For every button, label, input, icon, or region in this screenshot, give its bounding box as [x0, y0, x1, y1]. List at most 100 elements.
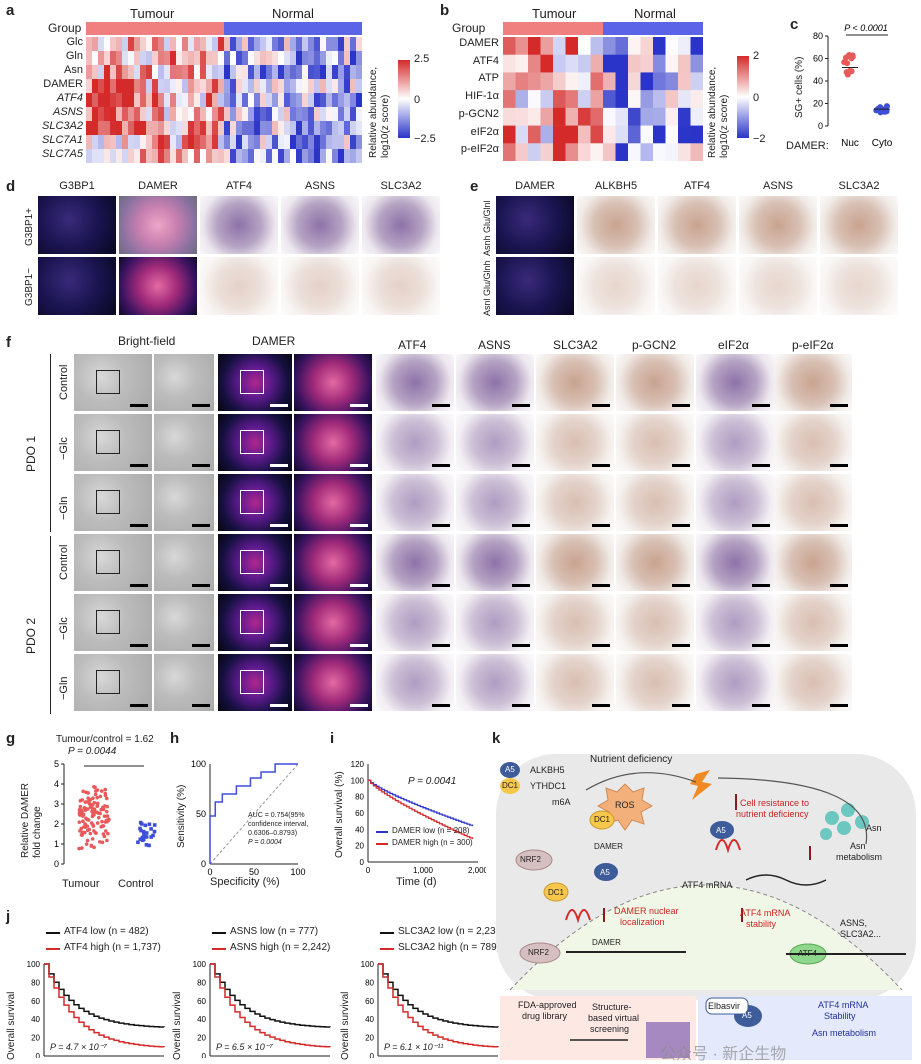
panel-f-image-tile — [456, 534, 534, 591]
k-dc1-badge-label: DC1 — [502, 781, 519, 790]
heatmap-b-cell — [590, 54, 604, 73]
heatmap-a-cell — [218, 93, 225, 108]
panel-f-image-tile — [696, 414, 774, 471]
heatmap-a-cell — [164, 79, 171, 94]
heatmap-a-cell — [98, 107, 105, 122]
group-bar-tumour-a — [86, 22, 224, 35]
colorbar-b-tick-high: 2 — [753, 50, 760, 62]
i-ytick-label: 20 — [355, 842, 364, 851]
g-dot-tumour — [90, 806, 95, 811]
heatmap-a-cell — [104, 79, 111, 94]
heatmap-a-cell — [236, 135, 243, 150]
panel-f-image-tile — [376, 474, 454, 531]
panel-f-image-tile — [536, 534, 614, 591]
heatmap-a-cell — [308, 65, 315, 80]
k-asns-slc: ASNS, — [840, 918, 868, 928]
j-legend-high: ATF4 high (n = 1,737) — [64, 942, 161, 953]
heatmap-b-cell — [678, 143, 691, 161]
g-dot-tumour — [92, 784, 96, 789]
panel-d-col-header: ATF4 — [225, 180, 253, 192]
heatmap-a-cell — [140, 51, 147, 66]
heatmap-a-cell — [242, 93, 249, 108]
heatmap-a-cell — [182, 79, 189, 94]
j-ytick-label: 0 — [36, 1052, 41, 1058]
g-dot-control — [149, 827, 153, 831]
heatmap-a-cell — [146, 135, 153, 150]
panel-e-col-header: ATF4 — [683, 180, 711, 192]
heatmap-b-cell — [553, 90, 566, 109]
panel-f-col-pgcn2: p-GCN2 — [632, 338, 677, 352]
heatmap-a-cell — [188, 93, 195, 108]
g-dot-control — [139, 822, 144, 826]
heatmap-a-cell — [158, 37, 165, 52]
heatmap-a-cell — [344, 121, 351, 136]
heatmap-a-cell — [86, 121, 93, 136]
scale-bar — [830, 704, 848, 707]
heatmap-a-cell — [188, 65, 195, 80]
heatmap-a-cell — [122, 79, 129, 94]
heatmap-a-cell — [98, 37, 105, 52]
panel-f-col-eif2a: eIF2α — [718, 338, 749, 352]
panel-label-i: i — [330, 730, 335, 747]
panel-i-pvalue: P = 0.0041 — [408, 776, 457, 787]
heatmap-a-cell — [356, 79, 362, 94]
g-dot-tumour — [84, 816, 88, 821]
heatmap-b-cell — [565, 37, 579, 56]
heatmap-b-cell — [528, 125, 541, 144]
scale-bar — [592, 404, 610, 407]
panel-e-img-damer-2 — [496, 257, 574, 315]
g-dot-tumour — [87, 799, 91, 804]
scale-bar — [512, 404, 530, 407]
heatmap-a-cell — [236, 149, 243, 163]
panel-f-inset-box — [240, 550, 264, 574]
k-m6a: m6A — [552, 797, 571, 807]
scale-bar — [830, 404, 848, 407]
heatmap-a-cell — [314, 79, 321, 94]
heatmap-a-cell — [302, 65, 309, 80]
panel-f-image-tile — [294, 354, 372, 411]
h-xtick-label: 50 — [249, 867, 259, 876]
heatmap-a-cell — [224, 121, 231, 136]
heatmap-b-cell — [678, 90, 691, 109]
heatmap-a-cell — [116, 93, 123, 108]
g-dot-tumour — [79, 826, 84, 831]
heatmap-a-cell — [164, 37, 171, 52]
k-elbasvir: Elbasvir — [708, 1001, 741, 1011]
heatmap-b-row-label: ATP — [478, 72, 499, 85]
heatmap-b-cell — [503, 90, 516, 109]
g-ytick-label: 3 — [54, 799, 59, 809]
heatmap-b-cell — [628, 107, 641, 126]
heatmap-b-cell — [603, 143, 616, 161]
heatmap-a-cell — [272, 93, 279, 108]
heatmap-a-cell — [86, 135, 93, 150]
heatmap-a-cell — [98, 51, 105, 66]
panel-g-plot: 0 1 2 3 4 5 — [54, 759, 157, 869]
heatmap-a-cell — [344, 107, 351, 122]
heatmap-a-cell — [350, 93, 357, 108]
heatmap-b-cell — [528, 90, 541, 109]
panel-f-image-tile — [376, 654, 454, 711]
heatmap-a-cell — [350, 79, 357, 94]
heatmap-b-cell — [665, 90, 679, 109]
g-dot-tumour — [86, 791, 90, 795]
heatmap-a-cell — [134, 37, 141, 52]
heatmap-a-cell — [284, 37, 291, 52]
panel-f-image-tile — [616, 474, 694, 531]
heatmap-a-cell — [122, 121, 129, 136]
heatmap-a-cell — [86, 37, 93, 52]
g-dot-tumour — [95, 821, 100, 825]
heatmap-a-cell — [140, 135, 147, 150]
panel-f-image-tile — [456, 414, 534, 471]
panel-f-image-tile — [456, 474, 534, 531]
panel-label-h: h — [170, 730, 180, 747]
heatmap-a-cell — [314, 51, 321, 66]
heatmap-a-cell — [326, 121, 333, 136]
heatmap-a-cell — [266, 65, 273, 80]
panel-f-bracket-2 — [50, 536, 51, 714]
h-ytick-label: 100 — [191, 759, 206, 769]
heatmap-a-cell — [248, 51, 255, 66]
g-dot-tumour — [105, 819, 109, 824]
panel-f-image-tile — [376, 534, 454, 591]
heatmap-a-cell — [116, 65, 123, 80]
heatmap-b-cell — [653, 54, 666, 73]
